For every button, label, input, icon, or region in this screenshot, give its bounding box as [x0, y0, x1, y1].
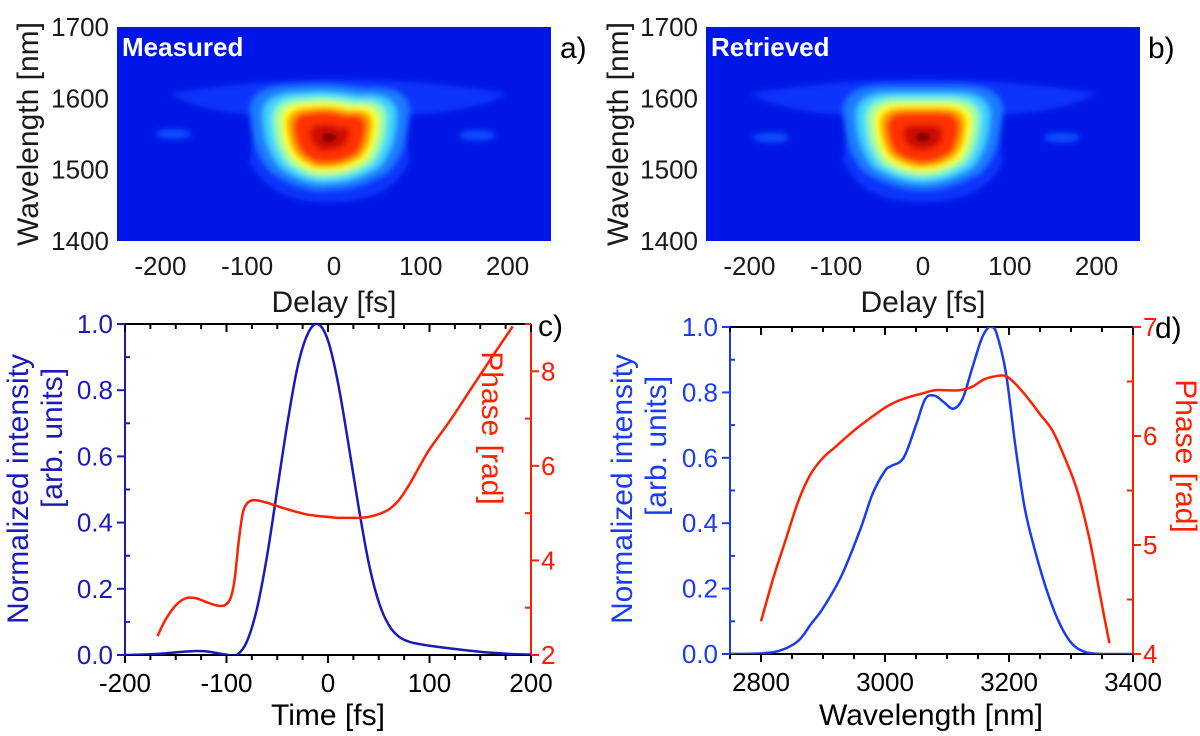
panel-b: Retrieved b) -200 -100 0 100 200 1400 1500 160… [602, 12, 1175, 319]
x-tick-label: 200 [1075, 251, 1118, 281]
x-axis-title-d: Wavelength [nm] [819, 699, 1043, 732]
y2-tick-label: 4 [1143, 639, 1157, 669]
y-tick-label: 0.6 [77, 441, 113, 471]
y-axis-title-d-line1: Normalized intensity [606, 354, 639, 624]
panel-d: 2800 3000 3200 3400 0.0 0.2 0.4 0.6 0.8 1.0 4 5 6 7 d… [606, 312, 1200, 732]
x-tick-label: -100 [221, 251, 273, 281]
series-d-phase [759, 374, 1111, 644]
heatmap-a-contours [155, 79, 508, 202]
panel-c: -200 -100 0 100 200 0.0 0.2 0.4 0.6 0.8 1.0 2 4 6 8 c)… [2, 309, 563, 732]
y-ticks-a: 1400 1500 1600 1700 [51, 12, 109, 256]
panel-a: Measured a) -200 -100 0 100 200 1400 1500 1600… [12, 12, 587, 319]
y2-axis-title-d: Phase [rad] [1169, 379, 1200, 532]
x-tick-label: -200 [134, 251, 186, 281]
y-axis-title-d-line2: [arb. units] [640, 376, 673, 516]
x-tick-label: 200 [486, 251, 529, 281]
x-tick-label: 100 [408, 668, 451, 698]
heatmap-a-title: Measured [122, 32, 243, 62]
y-axis-title-b: Wavelength [nm] [602, 22, 635, 246]
x-tick-label: 0 [321, 668, 335, 698]
x-tick-label: 100 [399, 251, 442, 281]
y-tick-label: 1600 [51, 83, 109, 113]
x-tick-label: -200 [723, 251, 775, 281]
y-tick-label: 1.0 [77, 309, 113, 339]
axes-d: 2800 3000 3200 3400 0.0 0.2 0.4 0.6 0.8 1.0 4 5 6 7 [682, 312, 1162, 697]
y-tick-label: 1700 [51, 12, 109, 42]
panel-label-a: a) [560, 32, 587, 65]
y-axis-title-a: Wavelength [nm] [12, 22, 45, 246]
x-tick-label: -200 [99, 668, 151, 698]
y-tick-label: 0.8 [77, 375, 113, 405]
y-tick-label: 1500 [51, 155, 109, 185]
y-tick-label: 1.0 [682, 312, 718, 342]
y2-tick-label: 7 [1143, 312, 1157, 342]
y2-tick-label: 2 [541, 640, 555, 670]
panel-label-d: d) [1155, 312, 1182, 345]
y-tick-label: 0.4 [77, 508, 113, 538]
y-axis-title-c-line2: [arb. units] [36, 368, 69, 508]
panel-label-c: c) [538, 310, 563, 343]
x-tick-label: 100 [988, 251, 1031, 281]
y2-tick-label: 6 [541, 451, 555, 481]
y-tick-label: 0.8 [682, 377, 718, 407]
heatmap-side-lobe [1043, 132, 1080, 143]
heatmap-b-title: Retrieved [711, 32, 830, 62]
series-c-phase [156, 325, 514, 637]
x-ticks-b: -200 -100 0 100 200 [723, 251, 1118, 281]
y-tick-label: 0.2 [682, 574, 718, 604]
y-tick-label: 1400 [640, 226, 698, 256]
x-axis-title-a: Delay [fs] [271, 286, 396, 319]
y-tick-label: 0.6 [682, 443, 718, 473]
y-tick-label: 0.2 [77, 574, 113, 604]
y-tick-label: 1500 [640, 155, 698, 185]
heatmap-side-lobe [155, 129, 192, 139]
y2-tick-label: 4 [541, 545, 555, 575]
y-tick-label: 0.0 [77, 640, 113, 670]
y-tick-label: 1600 [640, 83, 698, 113]
heatmap-contour-level-7 [322, 132, 337, 144]
y-tick-label: 0.0 [682, 639, 718, 669]
heatmap-b-contours [749, 79, 1097, 202]
heatmap-side-lobe [753, 132, 790, 143]
y-ticks-b: 1400 1500 1600 1700 [640, 12, 698, 256]
y-tick-label: 0.4 [682, 508, 718, 538]
x-tick-label: -100 [810, 251, 862, 281]
x-tick-label: 0 [916, 251, 930, 281]
y-tick-label: 1400 [51, 226, 109, 256]
x-tick-label: 2800 [732, 667, 790, 697]
panel-label-b: b) [1148, 32, 1175, 65]
x-ticks-a: -200 -100 0 100 200 [134, 251, 529, 281]
x-tick-label: 3000 [856, 667, 914, 697]
y2-tick-label: 6 [1143, 421, 1157, 451]
x-axis-title-b: Delay [fs] [860, 286, 985, 319]
y-tick-label: 1700 [640, 12, 698, 42]
y2-axis-title-c: Phase [rad] [475, 351, 508, 504]
x-tick-label: -100 [200, 668, 252, 698]
y-axis-title-c-line1: Normalized intensity [2, 354, 35, 624]
series-d-intensity [730, 327, 1133, 654]
x-tick-label: 3400 [1104, 667, 1162, 697]
y2-tick-label: 5 [1143, 530, 1157, 560]
y2-tick-label: 8 [541, 356, 555, 386]
heatmap-side-lobe [459, 130, 496, 141]
x-tick-label: 200 [509, 668, 552, 698]
x-tick-label: 0 [327, 251, 341, 281]
x-axis-title-c: Time [fs] [271, 699, 385, 732]
axes-c: -200 -100 0 100 200 0.0 0.2 0.4 0.6 0.8 1.0 2 4 6 8 [77, 309, 556, 698]
heatmap-contour-level-7 [915, 133, 931, 143]
series-c-intensity [125, 324, 531, 655]
x-tick-label: 3200 [980, 667, 1038, 697]
